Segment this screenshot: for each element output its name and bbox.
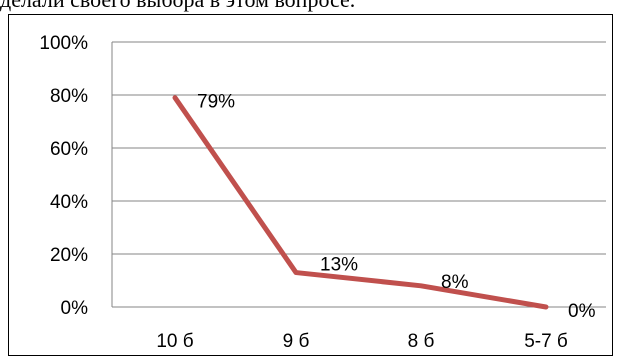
x-tick-label: 5-7 б: [524, 331, 568, 352]
y-tick-label: 40%: [50, 192, 88, 213]
data-label: 8%: [441, 272, 469, 293]
y-tick-label: 0%: [61, 298, 89, 319]
y-tick-label: 20%: [50, 245, 88, 266]
x-tick-label: 10 б: [156, 331, 193, 352]
x-axis-ticks: 10 б 9 б 8 б 5-7 б: [156, 331, 568, 352]
x-tick-label: 8 б: [408, 331, 435, 352]
y-tick-label: 80%: [50, 86, 88, 107]
series-line: [172, 95, 549, 310]
data-label: 13%: [320, 255, 358, 276]
series-layer: [172, 95, 549, 310]
data-label: 79%: [197, 92, 235, 113]
data-labels: 79% 13% 8% 0%: [197, 92, 596, 322]
data-label: 0%: [568, 301, 596, 322]
y-tick-label: 60%: [50, 139, 88, 160]
grid-lines: [111, 41, 606, 308]
x-tick-label: 9 б: [283, 331, 310, 352]
page-top-text: делали своего выбора в этом вопросе.: [0, 0, 621, 12]
y-axis-ticks: 0% 20% 40% 60% 80% 100%: [39, 33, 88, 319]
y-tick-label: 100%: [39, 33, 88, 54]
